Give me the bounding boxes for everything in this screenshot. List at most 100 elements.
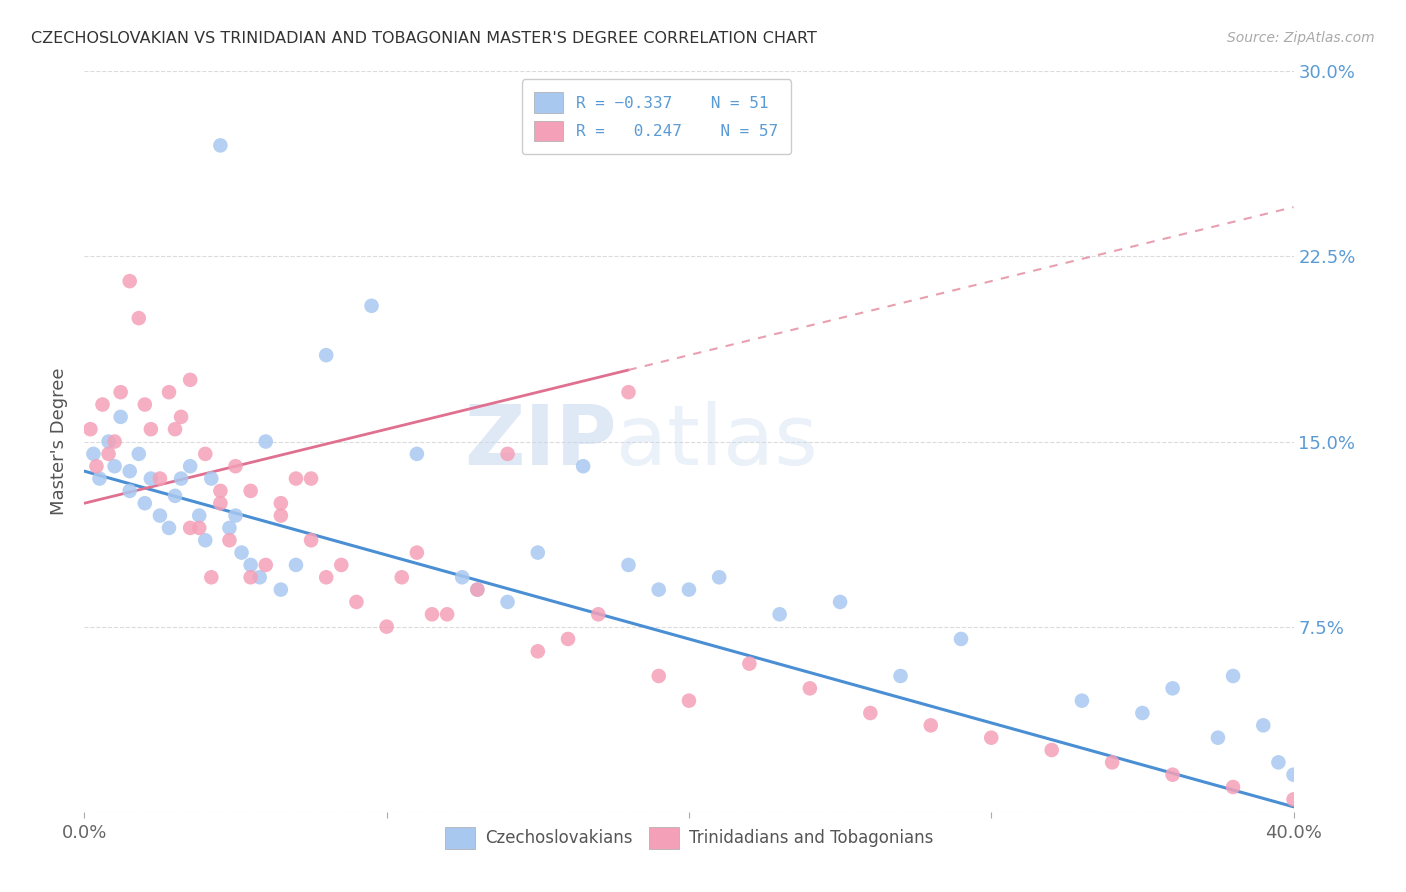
Point	[139, 422, 162, 436]
Point	[617, 558, 640, 572]
Point	[149, 508, 172, 523]
Point	[830, 595, 852, 609]
Point	[299, 533, 322, 548]
Point	[980, 731, 1002, 745]
Point	[527, 644, 550, 658]
Point	[330, 558, 353, 572]
Point	[254, 434, 277, 449]
Point	[239, 483, 262, 498]
Point	[270, 508, 292, 523]
Point	[436, 607, 458, 622]
Point	[200, 471, 222, 485]
Point	[149, 471, 172, 485]
Point	[134, 398, 156, 412]
Point	[179, 521, 201, 535]
Point	[165, 489, 187, 503]
Point	[1222, 669, 1244, 683]
Point	[890, 669, 912, 683]
Point	[128, 311, 150, 326]
Point	[315, 570, 337, 584]
Point	[110, 385, 132, 400]
Point	[1267, 756, 1289, 770]
Point	[118, 274, 141, 288]
Point	[738, 657, 761, 671]
Point	[89, 471, 111, 485]
Text: CZECHOSLOVAKIAN VS TRINIDADIAN AND TOBAGONIAN MASTER'S DEGREE CORRELATION CHART: CZECHOSLOVAKIAN VS TRINIDADIAN AND TOBAG…	[31, 31, 817, 46]
Point	[467, 582, 489, 597]
Point	[360, 299, 382, 313]
Point	[315, 348, 337, 362]
Point	[1040, 743, 1063, 757]
Point	[1282, 792, 1305, 806]
Point	[496, 447, 519, 461]
Point	[557, 632, 579, 646]
Point	[1071, 694, 1094, 708]
Point	[859, 706, 882, 720]
Point	[496, 595, 519, 609]
Point	[346, 595, 368, 609]
Point	[97, 434, 120, 449]
Point	[200, 570, 222, 584]
Legend: Czechoslovakians, Trinidadians and Tobagonians: Czechoslovakians, Trinidadians and Tobag…	[439, 821, 939, 855]
Point	[299, 471, 322, 485]
Point	[406, 447, 429, 461]
Text: atlas: atlas	[616, 401, 818, 482]
Point	[194, 533, 217, 548]
Point	[209, 483, 232, 498]
Point	[128, 447, 150, 461]
Point	[648, 582, 671, 597]
Point	[209, 496, 232, 510]
Y-axis label: Master's Degree: Master's Degree	[51, 368, 69, 516]
Point	[231, 545, 253, 560]
Point	[678, 582, 700, 597]
Point	[648, 669, 671, 683]
Point	[406, 545, 429, 560]
Point	[1101, 756, 1123, 770]
Point	[588, 607, 610, 622]
Point	[118, 464, 141, 478]
Point	[134, 496, 156, 510]
Point	[218, 521, 240, 535]
Point	[769, 607, 792, 622]
Point	[270, 582, 292, 597]
Point	[139, 471, 162, 485]
Point	[157, 385, 180, 400]
Point	[79, 422, 101, 436]
Point	[709, 570, 731, 584]
Point	[239, 558, 262, 572]
Point	[110, 409, 132, 424]
Point	[391, 570, 413, 584]
Point	[1132, 706, 1154, 720]
Point	[1282, 767, 1305, 781]
Point	[1253, 718, 1275, 732]
Point	[91, 398, 114, 412]
Point	[420, 607, 443, 622]
Point	[157, 521, 180, 535]
Point	[285, 558, 308, 572]
Text: Source: ZipAtlas.com: Source: ZipAtlas.com	[1227, 31, 1375, 45]
Point	[218, 533, 240, 548]
Point	[209, 138, 232, 153]
Point	[920, 718, 942, 732]
Point	[225, 508, 247, 523]
Point	[249, 570, 271, 584]
Point	[799, 681, 821, 696]
Point	[1222, 780, 1244, 794]
Point	[86, 459, 108, 474]
Point	[451, 570, 474, 584]
Point	[179, 373, 201, 387]
Point	[467, 582, 489, 597]
Point	[170, 409, 193, 424]
Point	[572, 459, 595, 474]
Point	[527, 545, 550, 560]
Point	[225, 459, 247, 474]
Point	[82, 447, 104, 461]
Point	[97, 447, 120, 461]
Point	[188, 508, 211, 523]
Point	[617, 385, 640, 400]
Point	[375, 619, 398, 633]
Point	[239, 570, 262, 584]
Point	[1206, 731, 1229, 745]
Point	[678, 694, 700, 708]
Point	[179, 459, 201, 474]
